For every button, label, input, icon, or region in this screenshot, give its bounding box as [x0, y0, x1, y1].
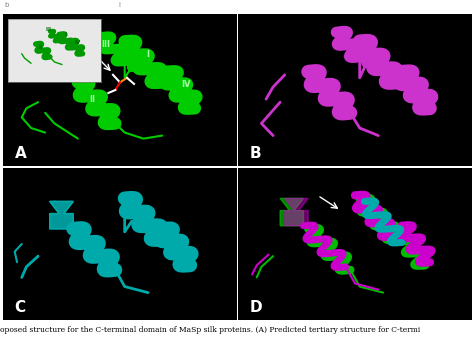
Text: D: D [250, 300, 262, 315]
Polygon shape [280, 198, 303, 226]
Text: II: II [89, 95, 95, 104]
Text: b: b [5, 2, 9, 8]
Text: I: I [146, 49, 150, 59]
Text: A: A [15, 146, 27, 161]
Text: C: C [15, 300, 26, 315]
Text: IV: IV [181, 80, 190, 89]
Text: oposed structure for the C-terminal domain of MaSp silk proteins. (A) Predicted : oposed structure for the C-terminal doma… [0, 326, 420, 334]
Text: i: i [118, 2, 120, 8]
Polygon shape [50, 202, 73, 229]
Polygon shape [285, 198, 308, 226]
Text: B: B [250, 146, 261, 161]
Text: III: III [101, 41, 110, 49]
